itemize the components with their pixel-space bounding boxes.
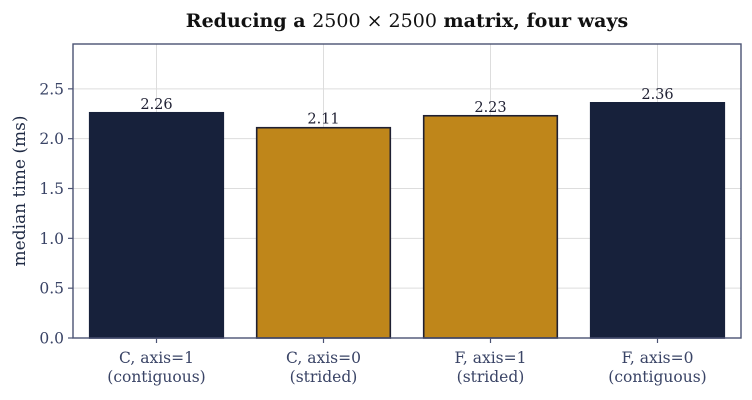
x-tick-label: C, axis=1 (contiguous) (107, 349, 205, 386)
bar-value-label: 2.23 (474, 100, 506, 116)
x-tick-label-line: (strided) (290, 368, 358, 386)
y-tick-label: 1.5 (39, 180, 64, 198)
data-labels: 2.26 2.11 2.23 2.36 (140, 87, 673, 128)
x-tick-label: C, axis=0 (strided) (286, 349, 361, 386)
chart-title: Reducing a 2500 × 2500 matrix, four ways (186, 10, 628, 32)
y-tick-label: 0.5 (39, 280, 64, 298)
plot-frame (72, 43, 742, 339)
chart-title-suffix: matrix, four ways (437, 10, 628, 32)
y-tick-label: 0.0 (39, 330, 64, 348)
bar (88, 111, 225, 339)
chart-title-math: 2500 × 2500 (312, 10, 437, 32)
bar (255, 126, 392, 339)
x-tick-label: F, axis=1 (strided) (455, 349, 527, 386)
y-tick-label: 1.0 (39, 230, 64, 248)
x-tick-label: F, axis=0 (contiguous) (608, 349, 706, 386)
x-axis-ticks: C, axis=1 (contiguous)C, axis=0 (strided)F… (107, 338, 707, 386)
chart-title-prefix: Reducing a (186, 10, 312, 32)
x-tick-label-line: C, axis=1 (119, 349, 194, 367)
bar-value-label: 2.11 (307, 112, 339, 128)
x-tick-label-line: (strided) (457, 368, 525, 386)
x-tick-label-line: C, axis=0 (286, 349, 361, 367)
x-tick-label-line: (contiguous) (107, 368, 205, 386)
bar-value-label: 2.36 (641, 87, 673, 103)
bar (589, 102, 726, 339)
y-tick-label: 2.5 (39, 80, 64, 98)
y-tick-label: 2.0 (39, 130, 64, 148)
x-tick-label-line: (contiguous) (608, 368, 706, 386)
y-axis-label: median time (ms) (10, 116, 30, 267)
x-tick-label-line: F, axis=0 (622, 349, 694, 367)
bar (422, 114, 559, 339)
x-tick-label-line: F, axis=1 (455, 349, 527, 367)
bar-value-label: 2.26 (140, 97, 172, 113)
bars (88, 102, 726, 339)
y-axis-ticks: 0.0 0.5 1.0 1.5 2.0 2.5 (39, 80, 73, 348)
